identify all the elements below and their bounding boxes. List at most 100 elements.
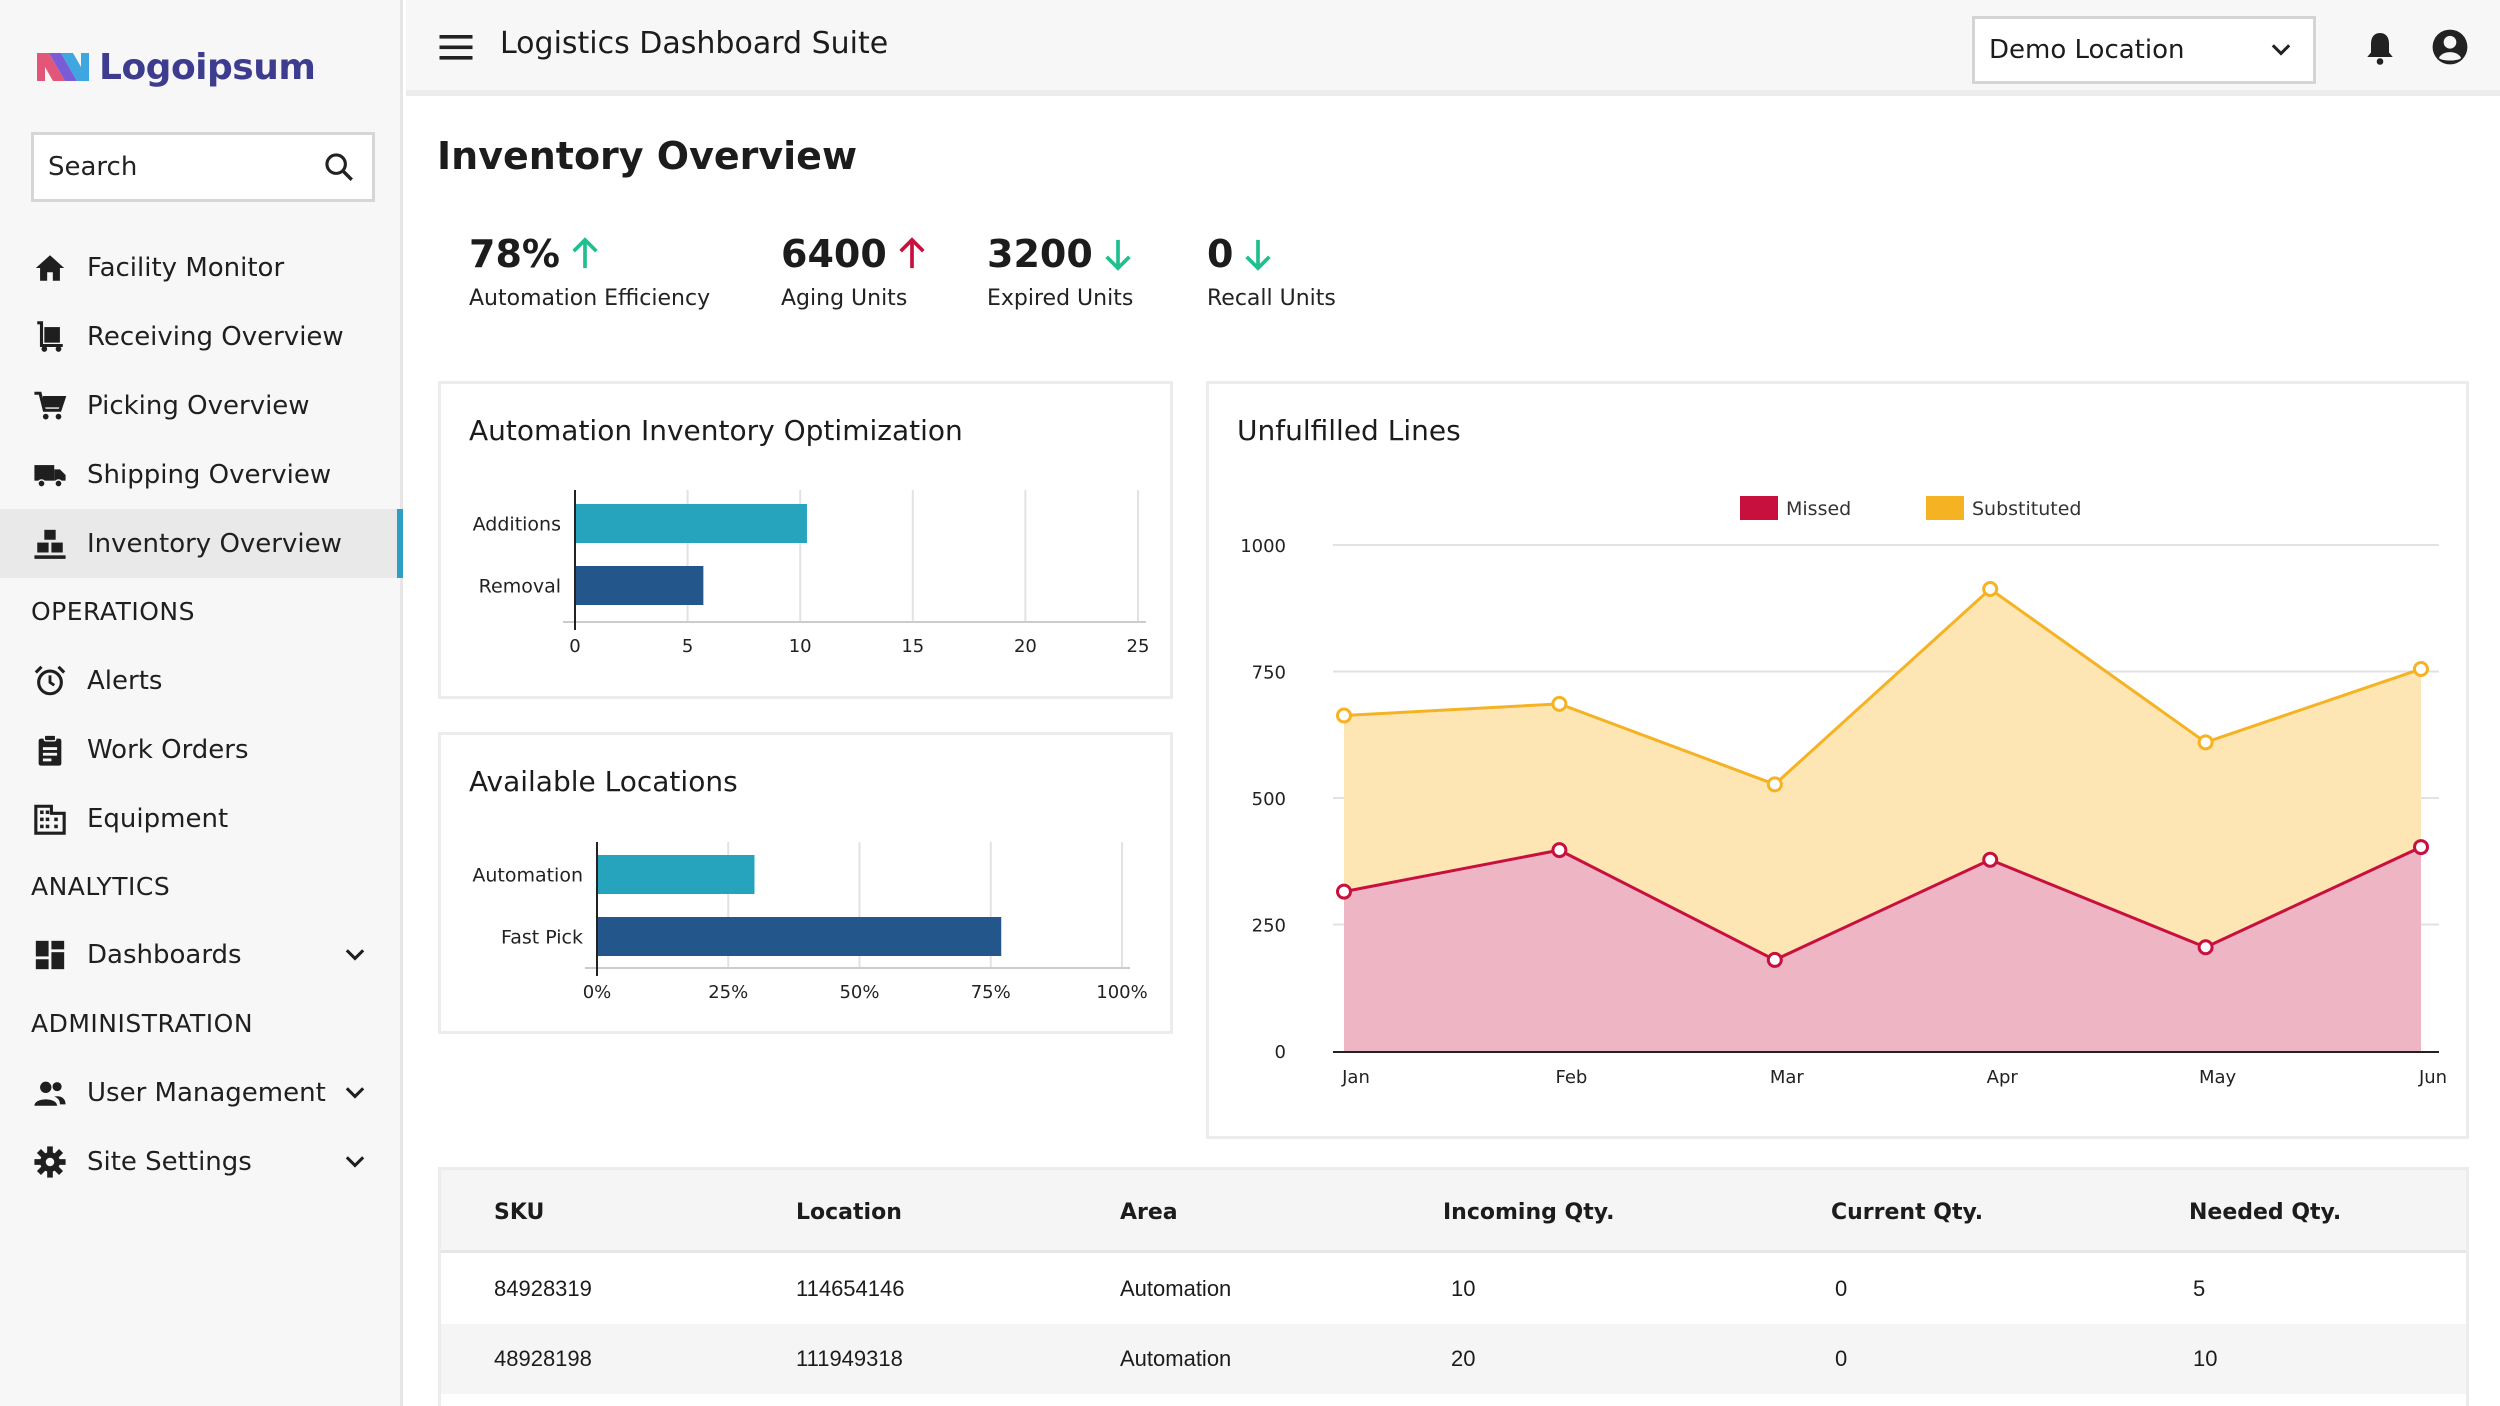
column-header[interactable]: Incoming Qty. xyxy=(1443,1200,1615,1225)
kpi-value: 78% xyxy=(469,232,560,276)
unfulfilled-lines-chart: Missed Substituted 0 250 500 750 1000 Jan Feb Mar… xyxy=(1240,496,2447,1088)
chevron-down-icon[interactable] xyxy=(341,941,369,969)
chart-title: Unfulfilled Lines xyxy=(1237,414,1461,447)
table-cell: 20 xyxy=(1451,1346,1476,1371)
kpi-label: Expired Units xyxy=(987,286,1134,311)
boxes-icon xyxy=(34,529,66,559)
table-cell: 114654146 xyxy=(796,1276,905,1301)
sidebar-item-user-management[interactable]: User Management xyxy=(0,1058,403,1127)
sidebar-item-label: Shipping Overview xyxy=(87,459,332,490)
data-point xyxy=(1551,842,1568,859)
home-icon xyxy=(35,254,65,281)
kpi-value: 0 xyxy=(1207,232,1234,276)
kpi-expired-units: 3200 Expired Units xyxy=(987,232,1133,311)
data-point xyxy=(2197,939,2214,956)
category-label: Additions xyxy=(473,514,561,536)
dashboard-icon xyxy=(35,940,65,969)
series-line xyxy=(1343,587,2422,787)
data-point xyxy=(1982,581,1999,598)
available-locations-chart: 0% 25% 50% 75% 100% Automation Fast Pick xyxy=(472,842,1148,1003)
x-tick-label: Jan xyxy=(1341,1067,1370,1088)
arrow-up-icon xyxy=(899,237,925,269)
alarm-clock-icon xyxy=(34,665,66,695)
arrow-up-icon xyxy=(572,237,598,269)
sidebar-item-alerts[interactable]: Alerts xyxy=(0,646,403,715)
y-tick-label: 1000 xyxy=(1240,536,1286,557)
sidebar-item-site-settings[interactable]: Site Settings xyxy=(0,1127,403,1196)
arrow-down-icon xyxy=(1105,239,1131,271)
table-header: SKU Location Area Incoming Qty. Current … xyxy=(441,1170,2466,1253)
table-cell: 0 xyxy=(1835,1276,1848,1301)
sidebar-item-picking-overview[interactable]: Picking Overview xyxy=(0,371,403,440)
x-tick-label: Jun xyxy=(2418,1067,2447,1088)
search-input[interactable]: Search xyxy=(31,132,375,202)
sidebar-item-label: Work Orders xyxy=(87,734,249,765)
chart-title: Available Locations xyxy=(469,765,738,798)
account-icon[interactable] xyxy=(2431,28,2469,66)
gear-icon xyxy=(34,1145,66,1178)
table-cell: 84928319 xyxy=(494,1276,592,1301)
legend-swatch xyxy=(1740,496,1778,520)
truck-icon xyxy=(34,464,66,488)
column-header[interactable]: Location xyxy=(796,1200,902,1225)
legend-label: Missed xyxy=(1786,498,1851,520)
x-tick-label: Apr xyxy=(1987,1067,2019,1088)
series-line xyxy=(1343,845,2422,962)
sidebar-item-label: Dashboards xyxy=(87,939,242,970)
page-title: Inventory Overview xyxy=(437,134,858,178)
y-tick-label: 500 xyxy=(1252,789,1286,810)
column-header[interactable]: Current Qty. xyxy=(1831,1200,1984,1225)
sidebar-item-equipment[interactable]: Equipment xyxy=(0,784,403,853)
sidebar-item-inventory-overview[interactable]: Inventory Overview xyxy=(0,509,403,578)
search-icon[interactable] xyxy=(322,150,356,184)
x-tick-label: 0% xyxy=(583,982,612,1003)
x-tick-label: 50% xyxy=(839,982,879,1003)
category-label: Automation xyxy=(472,865,583,887)
table-row[interactable]: 84928319 114654146 Automation 10 0 5 xyxy=(441,1254,2466,1324)
data-point xyxy=(1982,851,1999,868)
sidebar-item-dashboards[interactable]: Dashboards xyxy=(0,920,403,989)
sidebar-item-work-orders[interactable]: Work Orders xyxy=(0,715,403,784)
column-header[interactable]: SKU xyxy=(494,1200,545,1225)
kpi-aging-units: 6400 Aging Units xyxy=(781,232,927,311)
x-tick-label: 15 xyxy=(901,636,924,657)
chevron-down-icon[interactable] xyxy=(341,1079,369,1107)
x-tick-label: Feb xyxy=(1555,1067,1587,1088)
sidebar-item-facility-monitor[interactable]: Facility Monitor xyxy=(0,233,403,302)
search-placeholder: Search xyxy=(48,152,138,182)
logo[interactable]: Logoipsum xyxy=(35,42,316,92)
table-cell: 10 xyxy=(2193,1346,2218,1371)
sidebar-item-receiving-overview[interactable]: Receiving Overview xyxy=(0,302,403,371)
x-tick-label: 0 xyxy=(569,636,580,657)
column-header[interactable]: Area xyxy=(1120,1200,1178,1225)
bell-icon[interactable] xyxy=(2362,30,2398,66)
dolly-icon xyxy=(37,320,63,352)
x-tick-label: 100% xyxy=(1096,982,1147,1003)
column-header[interactable]: Needed Qty. xyxy=(2189,1200,2342,1225)
sidebar-item-label: Inventory Overview xyxy=(87,528,342,559)
app-title: Logistics Dashboard Suite xyxy=(500,26,889,61)
kpi-value: 3200 xyxy=(987,232,1093,276)
menu-icon[interactable] xyxy=(438,32,474,62)
table-row[interactable]: 48928198 111949318 Automation 20 0 10 xyxy=(441,1324,2466,1394)
sidebar: Logoipsum Search Facility Monitor Receiv… xyxy=(0,0,403,1406)
table-cell: 0 xyxy=(1835,1346,1848,1371)
data-point xyxy=(1336,883,1352,900)
arrow-down-icon xyxy=(1245,239,1272,271)
section-administration: ADMINISTRATION xyxy=(31,1009,254,1038)
automation-inventory-chart: 0 5 10 15 20 25 Additions Removal xyxy=(473,490,1150,657)
location-select-value: Demo Location xyxy=(1989,35,2185,65)
chevron-down-icon[interactable] xyxy=(341,1148,369,1176)
sidebar-item-shipping-overview[interactable]: Shipping Overview xyxy=(0,440,403,509)
y-tick-label: 0 xyxy=(1275,1042,1286,1063)
data-point xyxy=(2197,734,2214,751)
location-select[interactable]: Demo Location xyxy=(1972,16,2316,84)
logo-icon xyxy=(37,53,89,81)
x-tick-label: 75% xyxy=(971,982,1011,1003)
y-tick-label: 750 xyxy=(1252,663,1286,684)
data-point xyxy=(2413,660,2429,677)
kpi-recall-units: 0 Recall Units xyxy=(1207,232,1336,311)
x-tick-label: 25 xyxy=(1127,636,1150,657)
data-point xyxy=(2413,839,2429,856)
x-tick-label: 25% xyxy=(708,982,748,1003)
